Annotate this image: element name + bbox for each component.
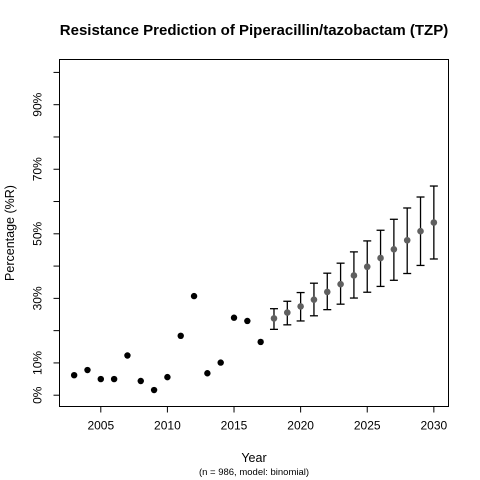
predicted-point-2030 [430,219,438,226]
predicted-point-2022 [323,288,331,296]
predicted-point-2021 [310,296,318,303]
y-axis: 0% 10% 30% 50% 70% 90% [31,71,60,404]
observed-point-2016 [244,317,251,325]
x-tick-label-2010: 2010 [154,419,181,433]
observed-point-2011 [177,332,184,340]
predicted-point-2019 [284,309,291,316]
observed-point-2010 [164,373,171,381]
x-axis-label: Year [241,451,266,465]
y-tick-label-10: 10% [31,351,45,375]
observed-point-2007 [124,352,131,359]
observed-point-2009 [150,386,158,394]
y-tick-label-90: 90% [31,92,45,116]
x-tick-label-2005: 2005 [87,419,114,433]
x-tick-label-2020: 2020 [287,419,314,433]
predicted-point-2024 [350,272,358,279]
y-tick-label-0: 0% [31,386,45,404]
predicted-point-2027 [390,246,398,253]
predicted-point-2029 [417,227,424,235]
x-tick-label-2015: 2015 [221,419,248,433]
predicted-points [270,219,438,322]
observed-point-2013 [204,370,211,377]
x-tick-label-2030: 2030 [420,419,447,433]
observed-points [70,292,264,394]
observed-point-2017 [257,338,264,346]
predicted-point-2018 [270,315,278,322]
plot-frame [59,59,449,407]
chart-title: Resistance Prediction of Piperacillin/ta… [60,22,448,39]
observed-point-2012 [190,292,198,300]
observed-point-2015 [230,314,238,321]
observed-point-2008 [137,377,144,385]
observed-point-2003 [70,371,78,379]
predicted-point-2023 [337,280,344,288]
chart-subtitle: (n = 986, model: binomial) [199,467,309,478]
observed-point-2004 [84,366,91,374]
error-bars [269,185,438,331]
y-tick-label-70: 70% [31,157,45,181]
y-tick-label-50: 50% [31,221,45,245]
x-axis: 2005 2010 2015 2020 2025 2030 [87,406,448,433]
x-tick-label-2025: 2025 [354,419,381,433]
y-axis-label: Percentage (%R) [3,185,17,281]
predicted-point-2026 [377,254,384,262]
predicted-point-2025 [363,263,371,271]
predicted-point-2020 [297,303,304,310]
y-tick-label-30: 30% [31,286,45,310]
observed-point-2006 [110,375,118,383]
observed-point-2005 [97,375,104,383]
predicted-point-2028 [403,236,411,244]
observed-point-2014 [217,359,224,366]
